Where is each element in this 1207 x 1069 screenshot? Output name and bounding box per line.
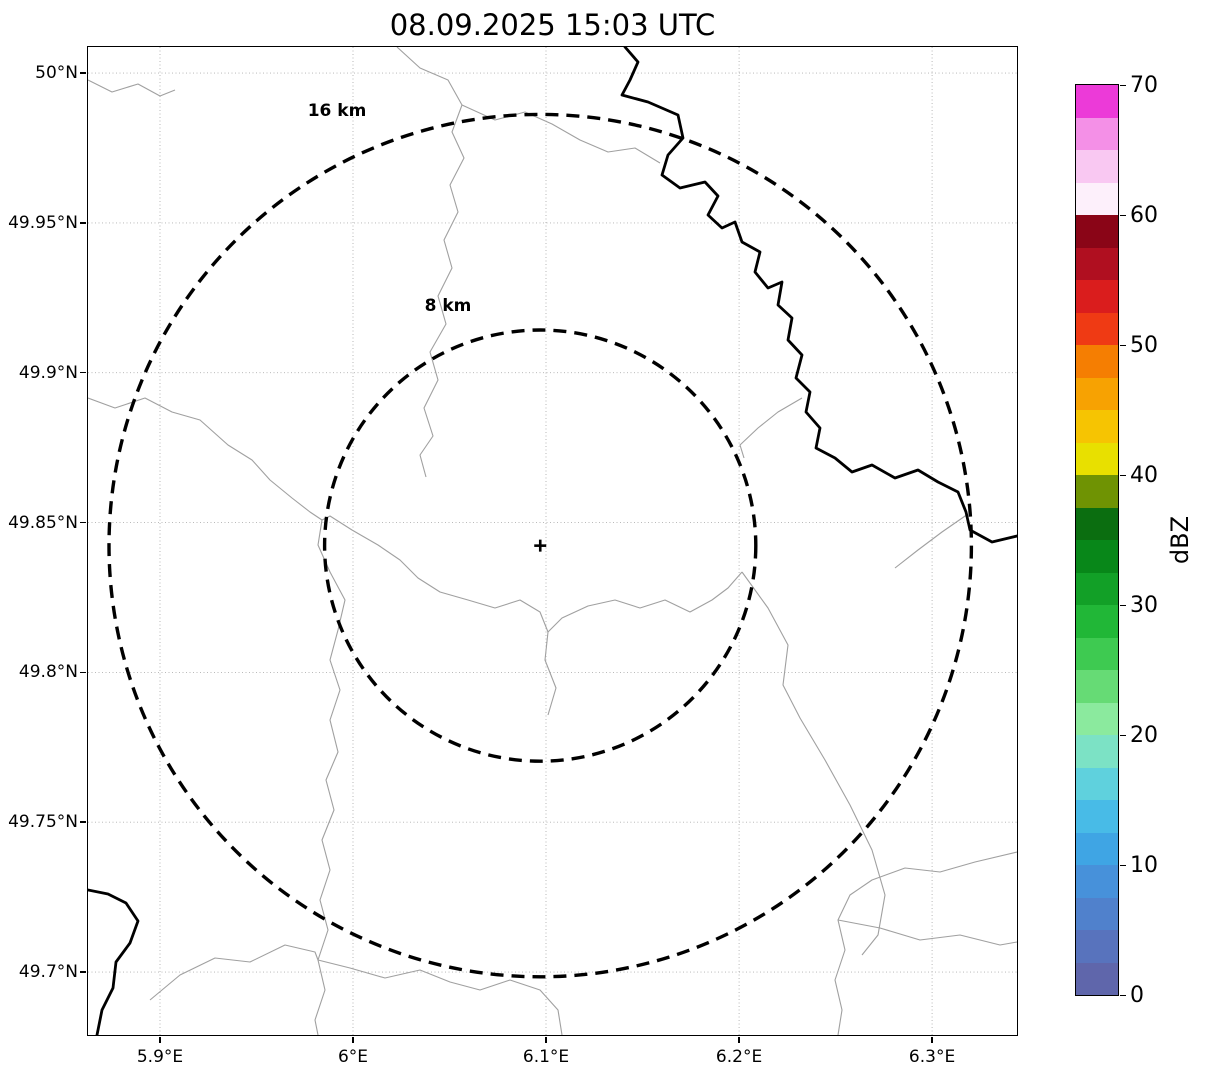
colorbar-band (1076, 377, 1118, 410)
colorbar-band (1076, 475, 1118, 508)
admin-boundary-line (544, 631, 557, 716)
x-tick-label: 5.9°E (136, 1047, 184, 1067)
colorbar-band (1076, 930, 1118, 963)
colorbar-band (1076, 85, 1118, 118)
colorbar-band (1076, 832, 1118, 865)
y-tick-label: 49.7°N (18, 962, 78, 983)
y-tick-mark (80, 222, 86, 224)
range-ring (322, 328, 758, 763)
colorbar-band (1076, 312, 1118, 345)
colorbar-bands (1076, 85, 1118, 995)
y-tick-label: 49.75°N (8, 812, 78, 833)
admin-boundary-line (834, 851, 1017, 1035)
y-tick-mark (80, 671, 86, 674)
plot-title: 08.09.2025 15:03 UTC (389, 8, 716, 42)
admin-boundary-line (894, 513, 969, 569)
x-tick-label: 6°E (337, 1047, 369, 1067)
y-tick-mark (80, 821, 86, 823)
range-ring-label: 16 km (308, 101, 367, 121)
x-tick-label: 6.1°E (522, 1047, 570, 1067)
colorbar-tick-label: 10 (1130, 852, 1158, 878)
colorbar-band (1076, 150, 1118, 183)
colorbar-tick-mark (1120, 214, 1126, 217)
colorbar-tick-mark (1120, 604, 1126, 607)
colorbar-band (1076, 572, 1118, 605)
country-border-line (88, 888, 140, 1035)
admin-boundary-line (396, 47, 465, 478)
y-tick-label: 49.9°N (18, 362, 78, 383)
admin-boundary-line (739, 397, 803, 459)
admin-boundary-line (741, 571, 886, 956)
y-tick-mark (80, 72, 86, 74)
colorbar-band (1076, 215, 1118, 248)
x-tick-label: 6.2°E (715, 1047, 763, 1067)
admin-boundary-line (88, 397, 743, 633)
y-tick-mark (80, 971, 86, 973)
colorbar-tick-label: 30 (1130, 592, 1158, 618)
colorbar-band (1076, 702, 1118, 735)
country-border-line (620, 47, 1017, 544)
colorbar-band (1076, 605, 1118, 638)
colorbar-band (1076, 735, 1118, 768)
colorbar-band (1076, 507, 1118, 540)
colorbar-band (1076, 637, 1118, 670)
range-ring (107, 112, 974, 979)
y-tick-mark (80, 521, 86, 524)
colorbar-axis-label: dBZ (1166, 515, 1194, 565)
colorbar-band (1076, 897, 1118, 930)
y-tick-label: 49.85°N (8, 512, 78, 533)
x-tick-mark (545, 1037, 547, 1043)
admin-boundary-line (837, 919, 1017, 946)
colorbar-tick-label: 20 (1130, 722, 1158, 748)
colorbar-band (1076, 345, 1118, 378)
range-ring-label: 8 km (425, 296, 472, 316)
colorbar-tick-mark (1120, 474, 1126, 477)
colorbar-band (1076, 410, 1118, 443)
colorbar-tick-label: 0 (1130, 982, 1144, 1008)
colorbar-tick-label: 60 (1130, 202, 1158, 228)
colorbar-tick-label: 70 (1130, 72, 1158, 98)
colorbar-band (1076, 442, 1118, 475)
x-tick-mark (931, 1037, 933, 1043)
admin-boundary-line (88, 79, 176, 97)
map-canvas: 16 km 8 km (88, 47, 1017, 1035)
map-plot: 16 km 8 km (88, 47, 1017, 1035)
colorbar-band (1076, 182, 1118, 215)
admin-boundary-line (317, 959, 563, 1035)
colorbar (1075, 84, 1119, 996)
colorbar-tick-mark (1120, 864, 1126, 867)
admin-boundary-line (461, 104, 661, 164)
admin-boundary-line (149, 944, 319, 1001)
colorbar-band (1076, 767, 1118, 800)
colorbar-tick-label: 50 (1130, 332, 1158, 358)
colorbar-band (1076, 247, 1118, 280)
colorbar-tick-mark (1120, 344, 1126, 347)
x-tick-mark (738, 1037, 740, 1043)
y-tick-label: 50°N (35, 63, 78, 84)
y-tick-label: 49.95°N (8, 212, 78, 233)
x-tick-mark (159, 1037, 161, 1043)
y-tick-label: 49.8°N (18, 662, 78, 683)
colorbar-band (1076, 800, 1118, 833)
x-tick-mark (352, 1037, 354, 1043)
colorbar-tick-mark (1120, 994, 1126, 997)
colorbar-band (1076, 670, 1118, 703)
colorbar-tick-label: 40 (1130, 462, 1158, 488)
colorbar-tick-mark (1120, 84, 1126, 87)
colorbar-band (1076, 280, 1118, 313)
colorbar-band (1076, 117, 1118, 150)
colorbar-band (1076, 962, 1118, 995)
x-tick-label: 6.3°E (908, 1047, 956, 1067)
y-tick-mark (80, 371, 86, 374)
colorbar-band (1076, 540, 1118, 573)
admin-boundary-line (314, 519, 346, 1035)
colorbar-tick-mark (1120, 734, 1126, 737)
colorbar-band (1076, 865, 1118, 898)
